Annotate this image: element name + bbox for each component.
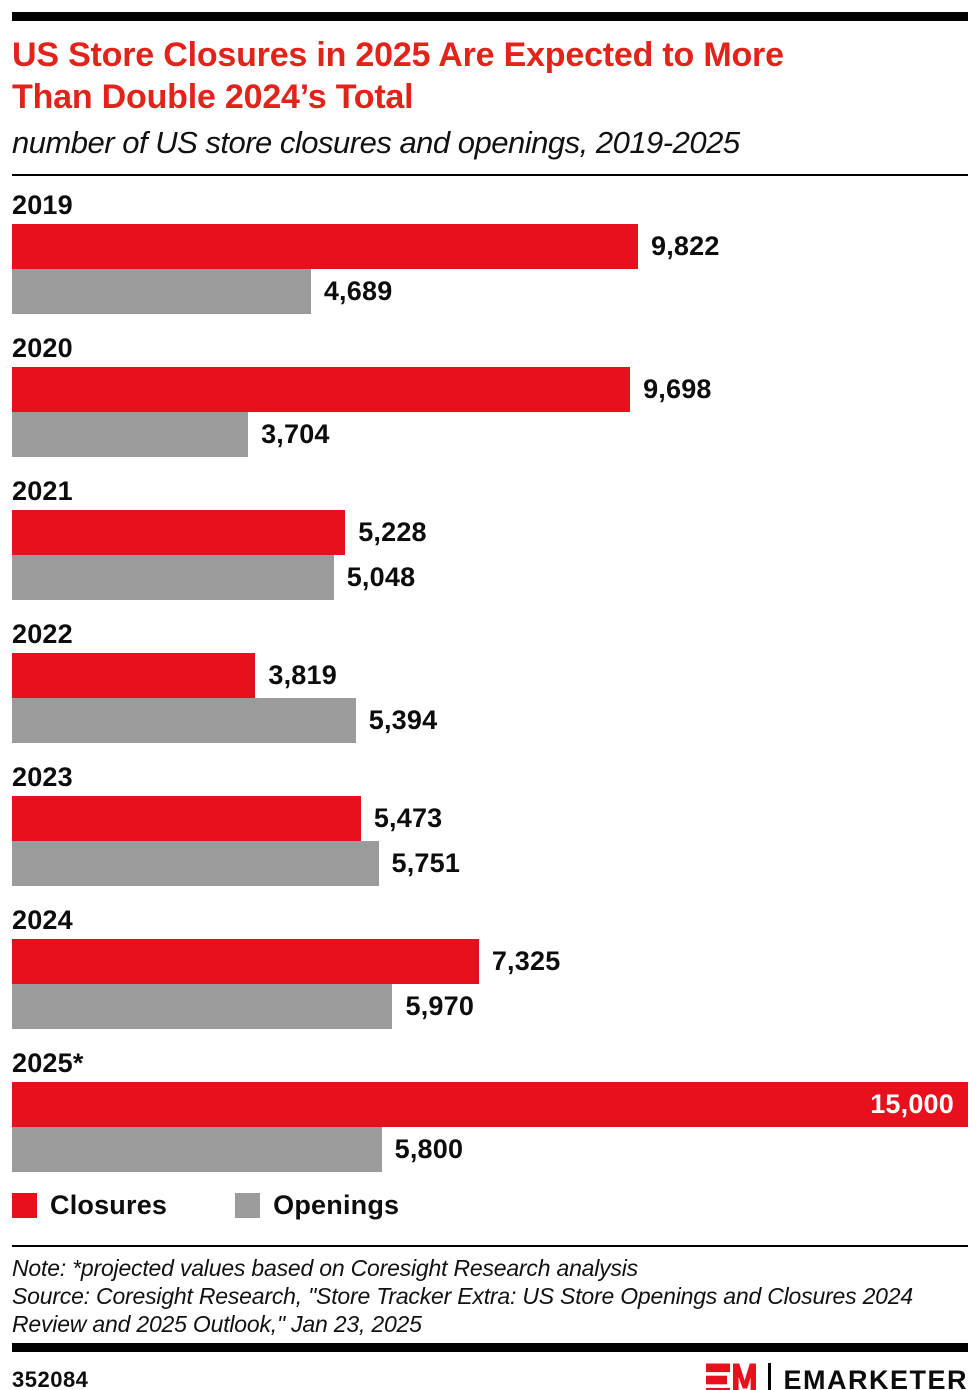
chart-group-2021: 2021 5,228 5,048 [12, 478, 968, 600]
value-label: 9,822 [650, 231, 720, 261]
year-label: 2024 [12, 905, 73, 935]
chart-group-2019: 2019 9,822 4,689 [12, 192, 968, 314]
source-text: Source: Coresight Research, "Store Track… [12, 1283, 913, 1337]
openings-bar-row: 5,394 [12, 698, 968, 743]
chart-group-2022: 2022 3,819 5,394 [12, 621, 968, 743]
legend-swatch-openings [235, 1193, 261, 1218]
closures-bar-row: 5,228 [12, 510, 968, 555]
value-label: 5,800 [394, 1134, 464, 1164]
emarketer-logo: EMARKETER [706, 1361, 968, 1390]
value-label: 15,000 [870, 1089, 954, 1119]
em-logo-mark-icon [706, 1363, 757, 1390]
openings-bar-row: 5,800 [12, 1127, 968, 1172]
chart-group-2020: 2020 9,698 3,704 [12, 335, 968, 457]
footer-divider [12, 1343, 968, 1352]
footer: 352084 EMARKETER [12, 1360, 968, 1390]
legend-label: Closures [50, 1190, 168, 1220]
value-label: 5,228 [358, 517, 427, 547]
bar-chart: 2019 9,822 4,689 2020 9,698 3,704 2021 5,228 5,0… [12, 192, 968, 1221]
openings-bar [12, 1127, 382, 1172]
legend-swatch-closures [12, 1193, 37, 1218]
emarketer-wordmark: EMARKETER [783, 1364, 968, 1390]
footnote-divider [12, 1245, 968, 1247]
value-label: 5,473 [373, 803, 443, 833]
closures-bar-row: 15,000 [12, 1082, 968, 1127]
year-label: 2022 [12, 619, 73, 649]
openings-bar [12, 698, 356, 743]
chart-groups: 2019 9,822 4,689 2020 9,698 3,704 2021 5,228 5,0… [12, 192, 968, 1172]
legend-item-openings: Openings [235, 1190, 399, 1221]
value-label: 5,394 [368, 705, 438, 735]
closures-bar [12, 939, 479, 984]
value-label: 5,048 [346, 562, 416, 592]
value-label: 3,704 [261, 419, 330, 449]
openings-bar-row: 5,970 [12, 984, 968, 1029]
closures-bar-row: 9,698 [12, 367, 968, 412]
openings-bar [12, 841, 379, 886]
closures-bar-row: 9,822 [12, 224, 968, 269]
openings-bar [12, 412, 249, 457]
footnotes: Note: *projected values based on Coresig… [12, 1254, 968, 1338]
chart-group-2025: 2025* 15,000 5,800 [12, 1050, 968, 1172]
closures-bar-row: 3,819 [12, 653, 968, 698]
chart-title: US Store Closures in 2025 Are Expected t… [12, 34, 968, 118]
openings-bar [12, 555, 334, 600]
header-divider [12, 174, 968, 176]
openings-bar-row: 5,751 [12, 841, 968, 886]
chart-group-2023: 2023 5,473 5,751 [12, 764, 968, 886]
chart-id: 352084 [12, 1367, 89, 1390]
closures-bar [12, 367, 631, 412]
openings-bar [12, 984, 393, 1029]
chart-group-2024: 2024 7,325 5,970 [12, 907, 968, 1029]
closures-bar [12, 224, 638, 269]
legend-label: Openings [273, 1190, 400, 1220]
closures-bar [12, 510, 346, 555]
value-label: 9,698 [643, 374, 712, 404]
value-label: 7,325 [491, 946, 561, 976]
logo-divider [768, 1363, 772, 1390]
closures-bar [12, 1082, 968, 1127]
value-label: 4,689 [323, 276, 393, 306]
closures-bar [12, 796, 361, 841]
closures-bar-row: 7,325 [12, 939, 968, 984]
openings-bar-row: 4,689 [12, 269, 968, 314]
chart-title-line-1: US Store Closures in 2025 Are Expected t… [12, 36, 784, 74]
year-label: 2021 [12, 476, 73, 506]
value-label: 5,970 [405, 991, 475, 1021]
legend-item-closures: Closures [12, 1190, 167, 1221]
openings-bar [12, 269, 311, 314]
year-label: 2020 [12, 333, 73, 363]
chart-title-line-2: Than Double 2024’s Total [12, 78, 414, 116]
openings-bar-row: 3,704 [12, 412, 968, 457]
closures-bar-row: 5,473 [12, 796, 968, 841]
openings-bar-row: 5,048 [12, 555, 968, 600]
note-text: Note: *projected values based on Coresig… [12, 1255, 638, 1281]
year-label: 2019 [12, 190, 73, 220]
top-rule [12, 12, 968, 21]
chart-subtitle: number of US store closures and openings… [12, 125, 740, 160]
value-label: 5,751 [391, 848, 461, 878]
value-label: 3,819 [268, 660, 337, 690]
chart-legend: Closures Openings [12, 1190, 968, 1221]
year-label: 2023 [12, 762, 73, 792]
closures-bar [12, 653, 256, 698]
year-label: 2025* [12, 1048, 84, 1078]
